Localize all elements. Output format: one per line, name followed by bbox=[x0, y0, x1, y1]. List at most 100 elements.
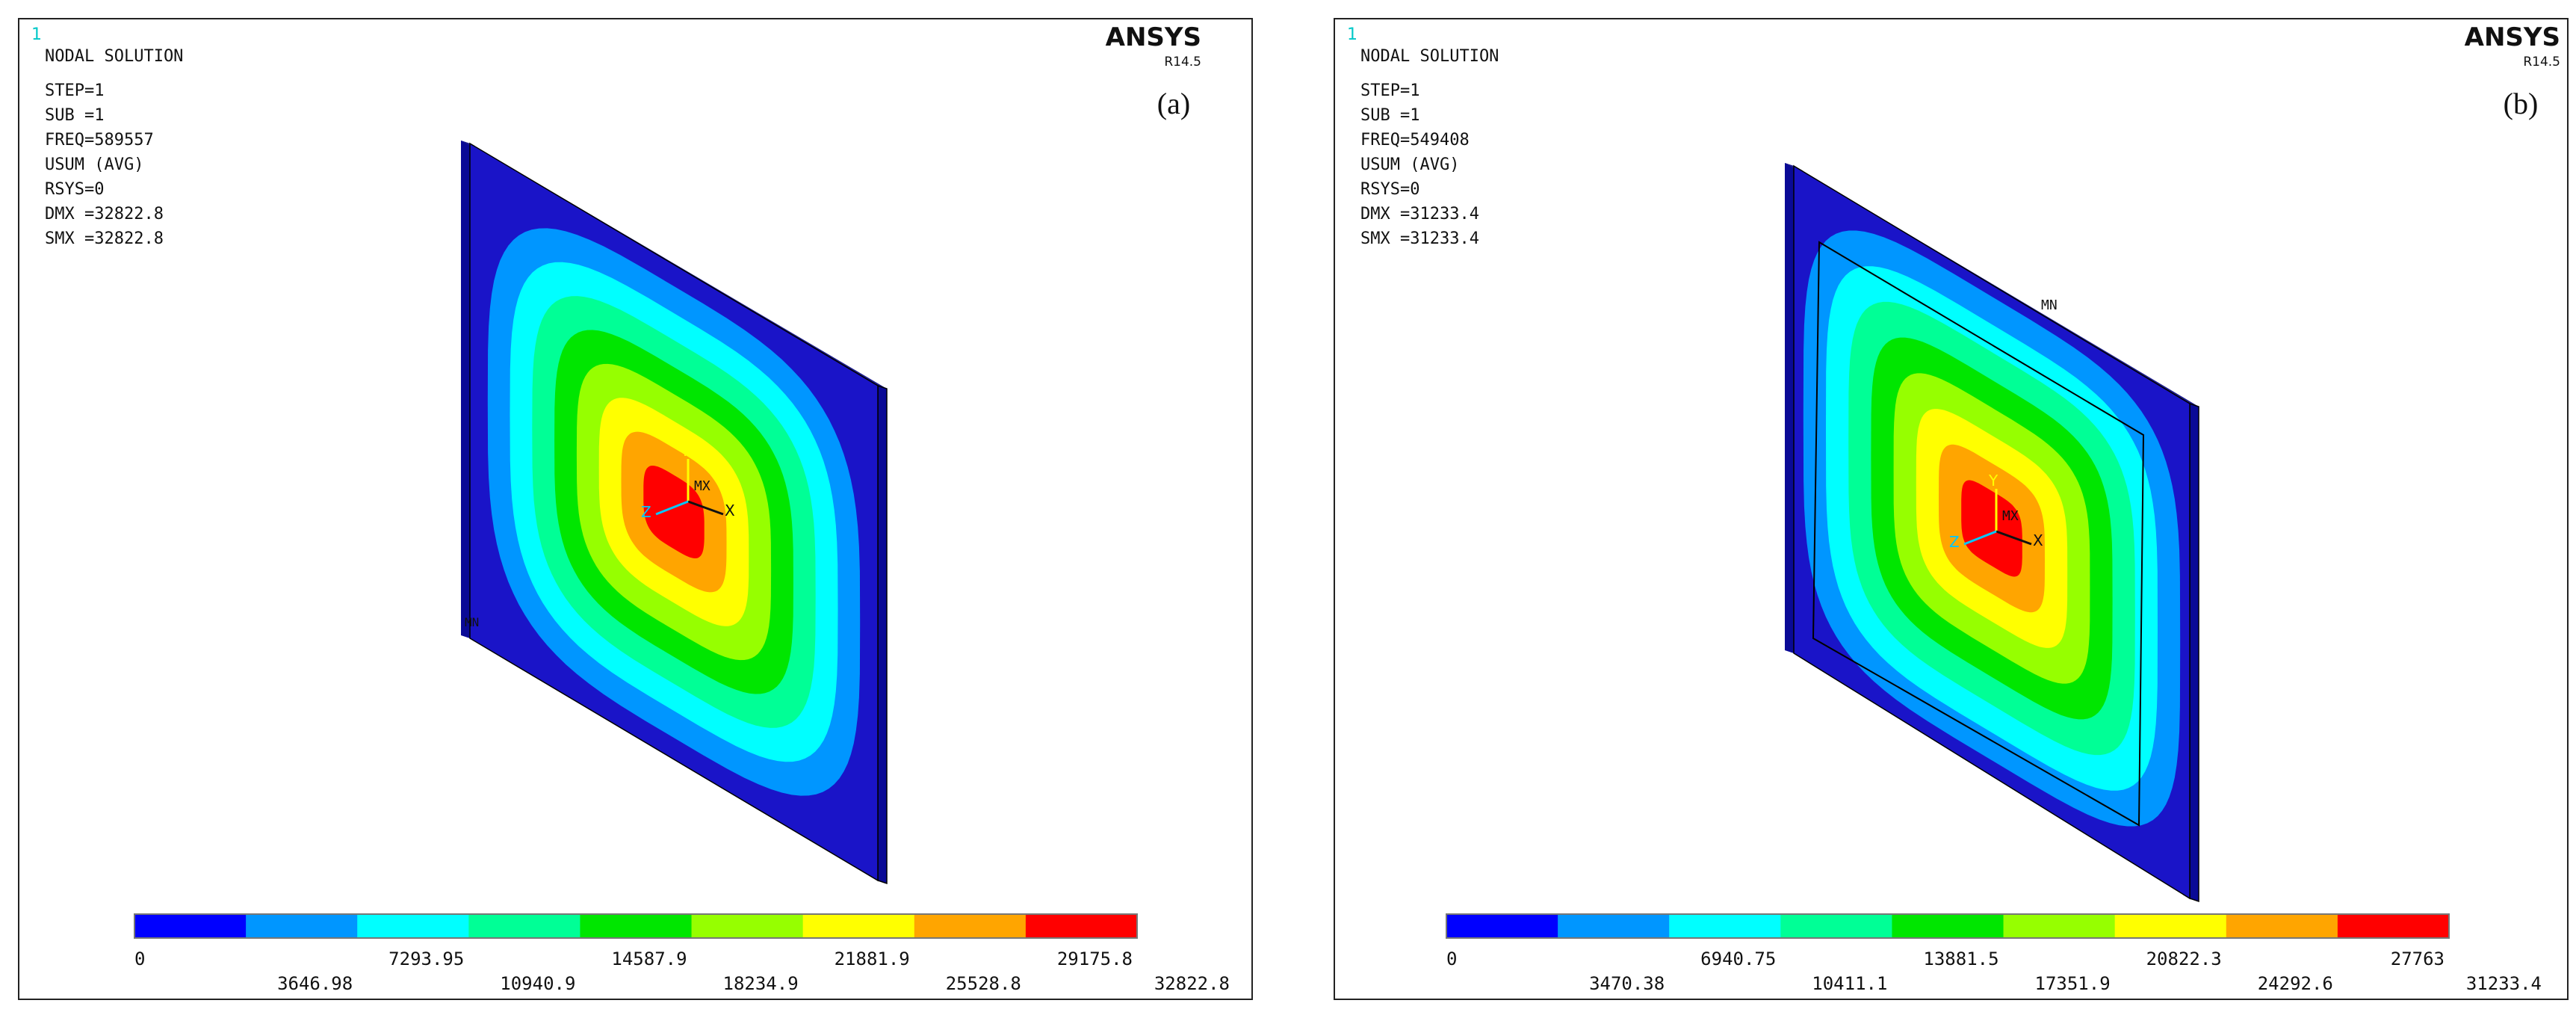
legend-label: 6940.75 bbox=[1700, 948, 1776, 969]
info-line: FREQ=549408 bbox=[1360, 131, 1470, 149]
contour-bands bbox=[1803, 230, 2181, 827]
min-marker: MN bbox=[465, 615, 479, 629]
info-line: STEP=1 bbox=[45, 81, 104, 100]
panel-label: (b) bbox=[2504, 87, 2539, 120]
window-number: 1 bbox=[31, 25, 42, 44]
legend-swatches bbox=[134, 914, 1138, 938]
ansys-logo: ANSYS bbox=[2465, 22, 2560, 52]
contour-band bbox=[1961, 480, 2022, 577]
legend-swatch bbox=[1780, 914, 1892, 938]
legend-label: 17351.9 bbox=[2035, 973, 2111, 994]
info-block: STEP=1 SUB =1 FREQ=549408 USUM (AVG) RSYS=0 D… bbox=[1360, 81, 1479, 248]
plate-left-edge bbox=[1785, 163, 1794, 653]
legend-label: 13881.5 bbox=[1923, 948, 1998, 969]
color-legend: 0 6940.75 13881.5 20822.3 27763 3470.38 10411.… bbox=[1446, 913, 2542, 994]
triad-x-label: X bbox=[725, 502, 735, 519]
legend-label: 21881.9 bbox=[835, 948, 910, 969]
coordinate-triad: Y X Z MX MN bbox=[465, 442, 735, 629]
legend-swatch bbox=[1025, 914, 1138, 938]
legend-swatch bbox=[1892, 914, 2004, 938]
contour-bands bbox=[487, 228, 861, 796]
info-line: SMX =31233.4 bbox=[1360, 229, 1479, 248]
legend-swatch bbox=[691, 914, 804, 938]
legend-swatch bbox=[2337, 914, 2450, 938]
legend-label: 31233.4 bbox=[2466, 973, 2542, 994]
legend-border bbox=[134, 913, 1138, 939]
info-line: USUM (AVG) bbox=[45, 155, 143, 174]
info-line: USUM (AVG) bbox=[1360, 155, 1459, 174]
plate-side-face bbox=[877, 384, 888, 885]
legend-label: 29175.8 bbox=[1057, 948, 1133, 969]
legend-swatch bbox=[914, 914, 1027, 938]
legend-swatch bbox=[2114, 914, 2227, 938]
legend-label: 3470.38 bbox=[1589, 973, 1665, 994]
legend-label: 7293.95 bbox=[388, 948, 464, 969]
ansys-logo: ANSYS bbox=[1106, 22, 1201, 52]
plate bbox=[1785, 163, 2199, 903]
legend-label: 10940.9 bbox=[500, 973, 575, 994]
max-marker: MX bbox=[694, 478, 710, 494]
legend-swatch bbox=[1558, 914, 1670, 938]
triad-z-label: Z bbox=[641, 503, 651, 521]
min-marker: MN bbox=[2041, 297, 2058, 313]
legend-swatch bbox=[1669, 914, 1781, 938]
triad-z-label: Z bbox=[1949, 533, 1960, 551]
legend-swatch bbox=[357, 914, 469, 938]
legend-swatch bbox=[468, 914, 580, 938]
legend-label: 20822.3 bbox=[2146, 948, 2222, 969]
legend-swatch bbox=[1446, 914, 1558, 938]
legend-label: 27763 bbox=[2391, 948, 2445, 969]
triad-y-label: Y bbox=[680, 442, 690, 460]
legend-label: 24292.6 bbox=[2258, 973, 2333, 994]
coordinate-triad: Y X Z MX MN bbox=[1949, 297, 2058, 551]
legend-swatches bbox=[1446, 914, 2450, 938]
panel-b: 1 ANSYS R14.5 (b) NODAL SOLUTION STEP=1 S… bbox=[1334, 18, 2569, 1000]
legend-swatch bbox=[580, 914, 693, 938]
window-number: 1 bbox=[1347, 25, 1357, 44]
info-block: STEP=1 SUB =1 FREQ=589557 USUM (AVG) RSYS=0 D… bbox=[45, 81, 164, 248]
max-marker: MX bbox=[2002, 508, 2019, 524]
solution-header: NODAL SOLUTION bbox=[1360, 47, 1499, 66]
legend-swatch bbox=[2003, 914, 2116, 938]
plate-left-edge bbox=[461, 141, 470, 638]
plate-side-face bbox=[2189, 402, 2199, 903]
info-line: RSYS=0 bbox=[45, 180, 104, 199]
legend-swatch bbox=[134, 914, 247, 938]
triad-y-label: Y bbox=[1988, 472, 1998, 490]
triad-x-axis bbox=[687, 500, 724, 516]
legend-label: 0 bbox=[134, 948, 145, 969]
info-line: RSYS=0 bbox=[1360, 180, 1419, 199]
panel-b-canvas: 1 ANSYS R14.5 (b) NODAL SOLUTION STEP=1S… bbox=[1347, 22, 2560, 994]
legend-label: 3646.98 bbox=[277, 973, 353, 994]
legend-border bbox=[1446, 913, 2450, 939]
info-line: SUB =1 bbox=[1360, 106, 1419, 125]
triad-z-axis bbox=[1963, 530, 1997, 546]
legend-label: 18234.9 bbox=[723, 973, 799, 994]
info-line: DMX =31233.4 bbox=[1360, 205, 1479, 223]
legend-swatch bbox=[2226, 914, 2338, 938]
color-legend: 0 7293.95 14587.9 21881.9 29175.8 3646.98 1094… bbox=[134, 913, 1230, 994]
info-line: DMX =32822.8 bbox=[45, 205, 164, 223]
legend-labels: 0 7293.95 14587.9 21881.9 29175.8 3646.98 1094… bbox=[134, 948, 1230, 994]
legend-swatch bbox=[802, 914, 915, 938]
panel-a: 1 ANSYS R14.5 (a) NODAL SOLUTION STEP=1 S… bbox=[18, 18, 1253, 1000]
legend-label: 14587.9 bbox=[611, 948, 687, 969]
info-line: STEP=1 bbox=[1360, 81, 1419, 100]
legend-label: 0 bbox=[1446, 948, 1457, 969]
triad-z-axis bbox=[655, 500, 689, 516]
info-line: FREQ=589557 bbox=[45, 131, 154, 149]
panel-a-canvas: 1 ANSYS R14.5 (a) NODAL SOLUTION STEP=1S… bbox=[31, 22, 1230, 994]
legend-label: 25528.8 bbox=[946, 973, 1021, 994]
ansys-version: R14.5 bbox=[2523, 55, 2560, 70]
plate bbox=[461, 141, 888, 885]
undeformed-outline bbox=[1812, 241, 2145, 827]
triad-x-axis bbox=[1996, 530, 2032, 546]
info-line: SMX =32822.8 bbox=[45, 229, 164, 248]
info-line: SUB =1 bbox=[45, 106, 104, 125]
solution-header: NODAL SOLUTION bbox=[45, 47, 183, 66]
triad-x-label: X bbox=[2033, 531, 2043, 549]
ansys-version: R14.5 bbox=[1164, 55, 1201, 70]
panel-label: (a) bbox=[1157, 87, 1190, 120]
legend-label: 32822.8 bbox=[1154, 973, 1230, 994]
legend-swatch bbox=[246, 914, 358, 938]
